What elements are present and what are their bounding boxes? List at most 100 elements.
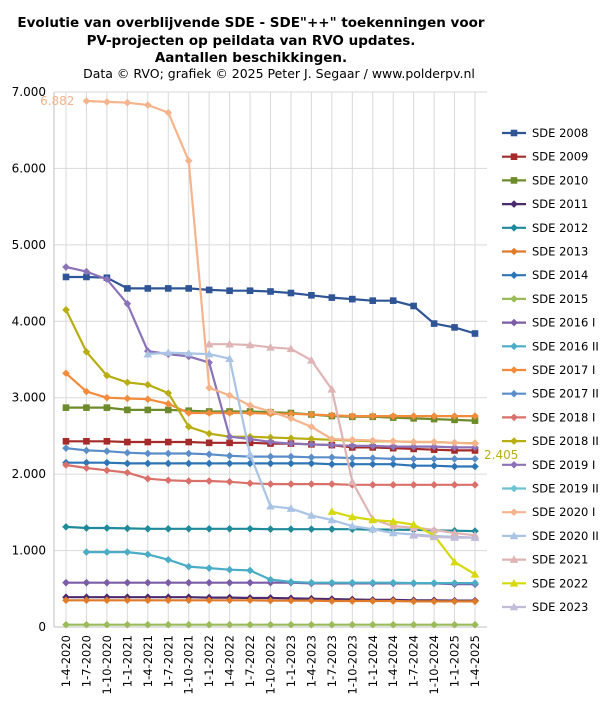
legend-label: SDE 2022 [532, 576, 588, 590]
series-line [209, 343, 476, 537]
data-point [266, 407, 275, 416]
data-point [123, 620, 132, 629]
x-tick-label: 1-10-2021 [182, 635, 196, 695]
data-point [409, 438, 418, 446]
data-point [409, 620, 418, 629]
legend-label: SDE 2008 [532, 126, 588, 140]
data-point [225, 477, 234, 486]
data-point [205, 409, 213, 417]
data-point [184, 524, 193, 533]
data-point [62, 620, 70, 629]
data-point [103, 371, 111, 380]
data-point [430, 442, 438, 451]
data-point [409, 530, 418, 539]
x-tick-label: 1-1-2021 [120, 635, 134, 687]
data-point [368, 597, 377, 605]
data-point [430, 455, 438, 463]
legend-label: SDE 2018 II [532, 434, 599, 448]
data-point [389, 412, 397, 420]
data-point [389, 620, 397, 629]
data-point [225, 524, 234, 533]
x-tick-label: 1-4-2020 [59, 635, 73, 687]
data-point [164, 438, 172, 446]
legend-item: SDE 2017 I [502, 363, 595, 377]
series-sde-2008 [62, 273, 479, 337]
data-point [430, 412, 438, 420]
legend-label: SDE 2019 I [532, 458, 595, 472]
data-point [450, 412, 459, 420]
data-point [266, 480, 275, 488]
data-point [266, 501, 275, 510]
data-point [103, 466, 111, 475]
legend-label: SDE 2021 [532, 553, 588, 567]
data-point [62, 461, 70, 469]
data-point [123, 378, 132, 387]
data-point [266, 433, 275, 442]
data-point [103, 578, 111, 587]
data-point [164, 285, 172, 292]
series-sde-2022 [327, 507, 480, 578]
data-point [389, 442, 397, 451]
data-point [246, 566, 254, 575]
data-point [450, 620, 459, 629]
data-point [266, 452, 275, 461]
series-line [331, 510, 476, 576]
data-point [246, 620, 254, 629]
legend-item: SDE 2020 II [502, 529, 599, 543]
data-point [266, 596, 275, 605]
gridlines [54, 91, 487, 628]
data-point [368, 578, 377, 587]
data-point [287, 452, 295, 461]
x-tick-label: 1-4-2021 [141, 635, 155, 687]
data-point [62, 263, 70, 271]
x-tick-label: 1-7-2022 [243, 635, 257, 687]
legend-marker [510, 153, 518, 160]
data-point [287, 525, 295, 533]
legend-item: SDE 2016 I [502, 316, 595, 330]
data-point [185, 285, 192, 292]
x-tick-label: 1-7-2021 [161, 635, 175, 687]
legend-marker [510, 247, 518, 256]
data-point [471, 330, 479, 337]
data-point [287, 459, 295, 468]
data-point [164, 476, 173, 485]
data-point [226, 287, 233, 295]
data-point [103, 98, 111, 106]
data-point [225, 354, 234, 363]
data-point [225, 620, 234, 629]
data-point [144, 285, 152, 292]
series-sde-2019-i [62, 263, 479, 452]
data-point [368, 412, 377, 420]
data-point [82, 387, 91, 396]
data-point [450, 462, 459, 471]
data-point [328, 453, 336, 462]
data-point [123, 394, 132, 403]
legend-marker [510, 342, 518, 351]
data-point [62, 578, 70, 587]
legend-label: SDE 2016 II [532, 339, 599, 353]
series-line [86, 99, 476, 445]
data-point [287, 620, 295, 629]
data-point [307, 459, 316, 468]
legend-label: SDE 2013 [532, 245, 588, 259]
data-point [103, 596, 111, 605]
data-point [225, 578, 234, 587]
data-point [62, 444, 70, 452]
data-point [184, 596, 193, 605]
data-point [287, 434, 295, 443]
data-point [246, 401, 254, 410]
data-point [327, 385, 337, 393]
data-point [409, 520, 418, 528]
data-point [83, 273, 90, 281]
data-point [307, 511, 316, 519]
data-point [389, 460, 397, 469]
legend-label: SDE 2010 [532, 173, 588, 187]
data-point [450, 443, 459, 452]
data-point [164, 555, 173, 564]
legend-marker [509, 531, 519, 540]
data-point [144, 578, 152, 587]
data-point [409, 442, 418, 451]
data-point [409, 412, 418, 420]
data-point [144, 524, 152, 533]
legend-marker [509, 602, 519, 611]
